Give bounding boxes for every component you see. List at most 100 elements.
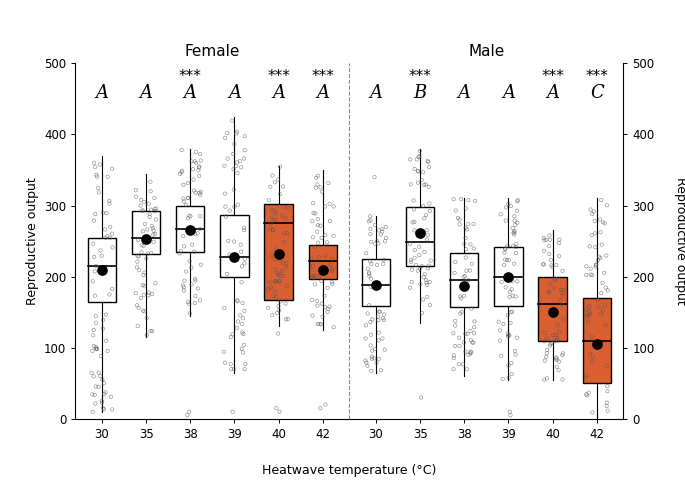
- Point: [510, 243, 521, 251]
- Point: [139, 282, 150, 290]
- Point: [92, 173, 103, 181]
- Point: [464, 266, 475, 274]
- Point: [593, 256, 603, 264]
- Point: [424, 200, 435, 207]
- Point: [448, 195, 459, 203]
- Point: [232, 298, 243, 305]
- Point: [545, 340, 556, 348]
- Point: [556, 301, 567, 309]
- Point: [506, 308, 516, 316]
- Point: [544, 250, 555, 258]
- Point: [468, 339, 479, 347]
- Point: [409, 218, 420, 226]
- Point: [327, 255, 338, 262]
- Point: [510, 249, 521, 257]
- Point: [132, 301, 142, 309]
- Point: [315, 222, 326, 229]
- Point: [466, 337, 477, 344]
- Point: [195, 297, 206, 304]
- Point: [553, 358, 564, 366]
- Point: [132, 263, 142, 271]
- Point: [547, 339, 558, 347]
- Point: [232, 297, 242, 304]
- Point: [225, 206, 236, 214]
- Point: [419, 273, 429, 281]
- Point: [316, 187, 327, 195]
- Point: [459, 240, 470, 248]
- Point: [512, 219, 523, 226]
- Point: [503, 200, 514, 208]
- Point: [540, 353, 551, 361]
- Y-axis label: Reproductive output: Reproductive output: [674, 177, 685, 305]
- Point: [504, 408, 515, 415]
- Point: [553, 252, 564, 260]
- Point: [468, 220, 479, 228]
- Point: [456, 308, 467, 316]
- Point: [222, 155, 233, 163]
- Point: [312, 181, 323, 188]
- Point: [602, 286, 613, 294]
- Point: [509, 231, 520, 239]
- Point: [455, 310, 466, 318]
- Point: [460, 272, 471, 280]
- Point: [414, 265, 425, 273]
- Point: [547, 308, 558, 316]
- Point: [423, 264, 434, 272]
- Point: [279, 239, 290, 246]
- Point: [503, 374, 514, 381]
- Point: [194, 189, 205, 197]
- Point: [539, 237, 550, 244]
- Point: [407, 266, 418, 274]
- Point: [545, 281, 556, 288]
- Point: [264, 196, 275, 204]
- Point: [366, 347, 377, 355]
- Point: [280, 300, 291, 307]
- Point: [195, 261, 206, 269]
- Point: [365, 318, 376, 326]
- Point: [269, 288, 280, 296]
- Point: [183, 194, 194, 202]
- Point: [195, 188, 206, 196]
- Point: [132, 252, 143, 260]
- Point: [270, 278, 281, 285]
- Point: [237, 299, 248, 307]
- Point: [365, 283, 376, 291]
- Point: [371, 261, 382, 269]
- Point: [505, 319, 516, 327]
- Point: [548, 331, 559, 339]
- Point: [92, 345, 103, 353]
- Point: [107, 406, 118, 413]
- Point: [229, 253, 240, 261]
- Point: [87, 391, 98, 398]
- Point: [601, 399, 612, 407]
- Point: [412, 167, 423, 175]
- Point: [418, 296, 429, 303]
- Point: [459, 292, 470, 300]
- Point: [97, 376, 108, 384]
- Point: [130, 289, 141, 297]
- Point: [421, 211, 432, 219]
- Point: [192, 284, 203, 292]
- Point: [507, 224, 518, 232]
- Point: [236, 279, 247, 286]
- Point: [280, 316, 291, 323]
- Point: [379, 311, 390, 318]
- Point: [450, 317, 461, 325]
- Point: [558, 350, 569, 357]
- Point: [510, 351, 521, 358]
- Point: [307, 217, 318, 225]
- Point: [90, 382, 101, 390]
- Point: [282, 315, 293, 323]
- Point: [282, 204, 293, 212]
- Point: [541, 335, 552, 342]
- Point: [90, 312, 101, 320]
- Point: [588, 207, 599, 215]
- Point: [175, 170, 186, 178]
- Point: [511, 240, 522, 248]
- Point: [601, 362, 612, 370]
- Point: [184, 408, 195, 415]
- Point: [503, 333, 514, 340]
- Point: [454, 216, 465, 224]
- Point: [272, 269, 283, 277]
- Point: [271, 277, 282, 285]
